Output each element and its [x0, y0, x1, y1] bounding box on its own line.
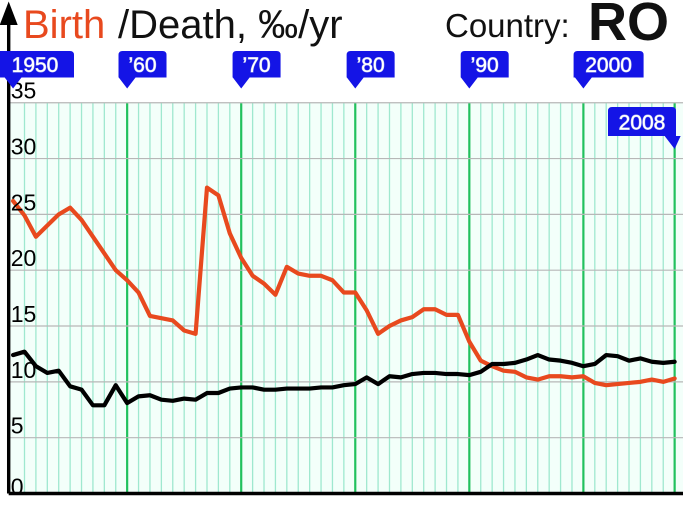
svg-text:1950: 1950 — [12, 54, 59, 77]
svg-text:2008: 2008 — [619, 112, 666, 135]
svg-text:’80: ’80 — [357, 54, 385, 77]
svg-text:10: 10 — [11, 357, 37, 383]
svg-text:RO: RO — [588, 0, 669, 52]
svg-text:’70: ’70 — [243, 54, 271, 77]
svg-text:0: 0 — [11, 474, 24, 500]
svg-text:15: 15 — [11, 301, 37, 327]
svg-text:2000: 2000 — [585, 54, 632, 77]
svg-text:30: 30 — [11, 134, 37, 160]
svg-text:5: 5 — [11, 413, 24, 439]
svg-text:Country:: Country: — [445, 7, 570, 44]
svg-text:/Death, ‰/yr: /Death, ‰/yr — [118, 3, 343, 47]
svg-text:20: 20 — [11, 245, 37, 271]
svg-text:’60: ’60 — [128, 54, 156, 77]
svg-text:’90: ’90 — [471, 54, 499, 77]
svg-text:25: 25 — [11, 189, 37, 215]
svg-text:Birth: Birth — [23, 3, 105, 47]
